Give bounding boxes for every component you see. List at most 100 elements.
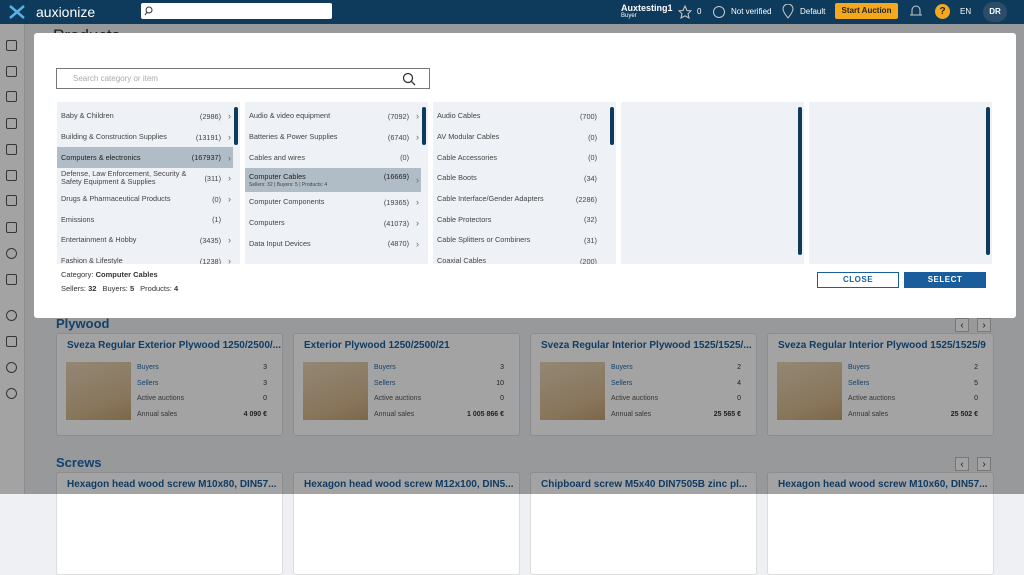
nav-icon[interactable] bbox=[6, 118, 17, 129]
avatar[interactable]: DR bbox=[983, 2, 1007, 22]
nav-icon[interactable] bbox=[6, 222, 17, 233]
start-auction-button[interactable]: Start Auction bbox=[835, 3, 898, 19]
category-row[interactable]: Entertainment & Hobby (3435) › bbox=[57, 230, 233, 251]
nav-icon[interactable] bbox=[6, 362, 17, 373]
product-card[interactable]: Sveza Regular Exterior Plywood 1250/2500… bbox=[56, 333, 283, 436]
category-name: Computer Components bbox=[249, 197, 325, 207]
rows: Audio Cables (700) AV Modular Cables (0) Cab… bbox=[433, 106, 609, 264]
category-row[interactable]: Fashion & Lifestyle (1238) › bbox=[57, 251, 233, 264]
row-line: Computer Components (19365) bbox=[249, 198, 409, 207]
product-card[interactable]: Sveza Regular Interior Plywood 1525/1525… bbox=[767, 333, 994, 436]
category-row[interactable]: Cable Splitters or Combiners (31) bbox=[433, 230, 609, 251]
nav-icon[interactable] bbox=[6, 274, 17, 285]
category-search[interactable]: Search category or item bbox=[56, 68, 430, 89]
category-name: Cable Boots bbox=[437, 173, 477, 183]
nav-icon[interactable] bbox=[6, 388, 17, 399]
help-button[interactable]: ? bbox=[935, 4, 950, 19]
nav-icon[interactable] bbox=[6, 310, 17, 321]
prev-button[interactable]: ‹ bbox=[955, 457, 969, 471]
row-line: Cable Interface/Gender Adapters (2286) bbox=[437, 195, 597, 204]
row-line: Coaxial Cables (200) bbox=[437, 257, 597, 264]
category-name: Cable Protectors bbox=[437, 214, 492, 224]
language[interactable]: EN bbox=[960, 7, 972, 16]
category-row[interactable]: Audio Cables (700) bbox=[433, 106, 609, 127]
category-row[interactable]: Computer Cables (16669) Sellers: 32 | Buye… bbox=[245, 168, 421, 193]
category-row[interactable]: Batteries & Power Supplies (6740) › bbox=[245, 127, 421, 148]
stat-value: 3 bbox=[263, 379, 267, 387]
verify-icon bbox=[713, 6, 725, 18]
category-row[interactable]: Computers (41073) › bbox=[245, 213, 421, 234]
chevron: › bbox=[228, 235, 231, 246]
chevron: › bbox=[416, 132, 419, 143]
category-row[interactable]: Building & Construction Supplies (13191) › bbox=[57, 127, 233, 148]
category-name: AV Modular Cables bbox=[437, 132, 500, 142]
next-button[interactable]: › bbox=[977, 457, 991, 471]
nav-icon[interactable] bbox=[6, 248, 17, 259]
category-name: Cable Interface/Gender Adapters bbox=[437, 194, 544, 204]
category-row[interactable]: Emissions (1) bbox=[57, 209, 233, 230]
stat-label: Products: bbox=[140, 284, 172, 293]
category-row[interactable]: Cables and wires (0) bbox=[245, 147, 421, 168]
category-count: (7092) bbox=[387, 111, 409, 121]
nav-icon[interactable] bbox=[6, 40, 17, 51]
product-card[interactable]: Exterior Plywood 1250/2500/21 Buyers 3 Sell… bbox=[293, 333, 520, 436]
nav-icon[interactable] bbox=[6, 144, 17, 155]
stat-label: Buyers bbox=[611, 364, 633, 371]
nav-icon[interactable] bbox=[6, 66, 17, 77]
stat-label: Buyers bbox=[848, 364, 870, 371]
row-line: Building & Construction Supplies (13191) bbox=[61, 133, 221, 142]
category-column bbox=[809, 102, 992, 264]
top-bar: auxionize Auxtesting1 Buyer 0 Not verifi… bbox=[0, 0, 1024, 24]
stat-value: 0 bbox=[737, 395, 741, 402]
close-button[interactable]: CLOSE bbox=[817, 272, 899, 288]
prev-button[interactable]: ‹ bbox=[955, 318, 969, 332]
stat-label: Active auctions bbox=[374, 395, 422, 402]
category-row[interactable]: Computer Components (19365) › bbox=[245, 192, 421, 213]
category-row[interactable]: Data Input Devices (4870) › bbox=[245, 233, 421, 254]
stat-value: 0 bbox=[974, 395, 978, 402]
stars-count: 0 bbox=[697, 7, 702, 16]
nav-icon[interactable] bbox=[6, 91, 17, 102]
scrollbar bbox=[422, 107, 426, 145]
row-line: Fashion & Lifestyle (1238) bbox=[61, 257, 221, 264]
scrollbar bbox=[610, 107, 614, 145]
stat-value: 3 bbox=[500, 364, 504, 371]
nav-icon[interactable] bbox=[6, 336, 17, 347]
category-row[interactable]: Drugs & Pharmaceutical Products (0) › bbox=[57, 189, 233, 210]
nav-icon[interactable] bbox=[6, 195, 17, 206]
category-modal: Search category or item Baby & Children (… bbox=[34, 33, 1016, 318]
category-line: Category: Computer Cables bbox=[61, 270, 184, 279]
selection-stats: Sellers: 32 Buyers: 5 Products: 4 bbox=[61, 284, 184, 293]
category-row[interactable]: Computers & electronics (167937) › bbox=[57, 147, 233, 169]
category-row[interactable]: Audio & video equipment (7092) › bbox=[245, 106, 421, 127]
chevron: › bbox=[416, 175, 419, 186]
card-stat: Sellers 5 bbox=[848, 380, 978, 387]
row-line: Computers (41073) bbox=[249, 219, 409, 228]
category-row[interactable]: AV Modular Cables (0) bbox=[433, 127, 609, 148]
category-row[interactable]: Cable Boots (34) bbox=[433, 168, 609, 189]
search-box[interactable] bbox=[141, 3, 332, 19]
category-count: (311) bbox=[204, 173, 222, 183]
category-row[interactable]: Cable Protectors (32) bbox=[433, 209, 609, 230]
row-line: Cable Splitters or Combiners (31) bbox=[437, 236, 597, 245]
category-name: Emissions bbox=[61, 214, 95, 224]
product-card[interactable]: Sveza Regular Interior Plywood 1525/1525… bbox=[530, 333, 757, 436]
category-row[interactable]: Coaxial Cables (200) bbox=[433, 251, 609, 264]
card-stat: Buyers 2 bbox=[848, 364, 978, 371]
category-row[interactable]: Cable Interface/Gender Adapters (2286) bbox=[433, 189, 609, 210]
category-row[interactable]: Defense, Law Enforcement, Security & Saf… bbox=[57, 168, 233, 189]
category-row[interactable]: Cable Accessories (0) bbox=[433, 147, 609, 168]
stat-value: 25 565 € bbox=[713, 410, 741, 418]
stat-value: 5 bbox=[129, 284, 135, 293]
chevron: › bbox=[228, 111, 231, 122]
category-name: Entertainment & Hobby bbox=[61, 235, 137, 245]
nav-icon[interactable] bbox=[6, 170, 17, 181]
category-column bbox=[621, 102, 804, 264]
select-button[interactable]: SELECT bbox=[904, 272, 986, 288]
next-button[interactable]: › bbox=[977, 318, 991, 332]
bell-icon[interactable] bbox=[909, 4, 923, 19]
category-row[interactable]: Baby & Children (2986) › bbox=[57, 106, 233, 127]
card-title: Chipboard screw M5x40 DIN7505B zinc pl..… bbox=[541, 479, 748, 490]
user-role: Buyer bbox=[621, 13, 637, 19]
stat-label: Annual sales bbox=[137, 410, 178, 418]
